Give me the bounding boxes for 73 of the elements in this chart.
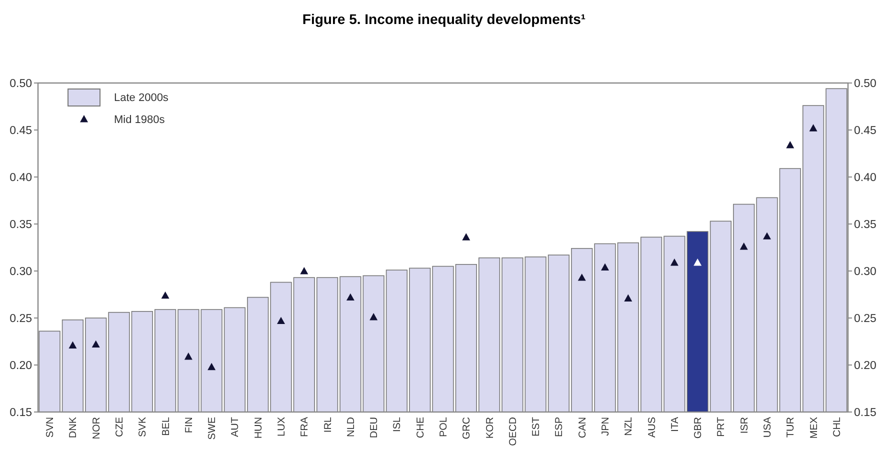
- y2-tick-label: 0.15: [854, 407, 876, 420]
- x-tick-label: ISR: [739, 417, 750, 434]
- point: [346, 293, 354, 301]
- point: [694, 258, 702, 266]
- point: [601, 263, 609, 270]
- point: [277, 316, 285, 324]
- y-tick-label: 0.25: [10, 313, 32, 326]
- x-tick-label: IRL: [322, 416, 334, 433]
- x-tick-label: HUN: [253, 417, 264, 439]
- x-tick-label: POL: [438, 416, 450, 438]
- point: [184, 352, 192, 360]
- y2-tick-label: 0.25: [854, 313, 876, 326]
- x-tick-label: KOR: [484, 417, 496, 439]
- point: [578, 274, 586, 281]
- y-tick-label: 0.45: [10, 125, 32, 138]
- legend-label: Late 2000s: [114, 92, 169, 104]
- point: [161, 291, 170, 299]
- x-tick-label: CHE: [415, 416, 426, 438]
- point: [462, 233, 470, 240]
- point: [763, 232, 771, 240]
- x-tick-label: ESP: [554, 416, 566, 438]
- y2-tick-label: 0.35: [854, 219, 876, 232]
- x-tick-label: EST: [531, 417, 542, 436]
- x-tick-label: NZL: [624, 416, 635, 436]
- point: [670, 258, 678, 266]
- point: [786, 141, 794, 148]
- x-tick-label: AUS: [646, 416, 658, 438]
- point: [300, 267, 308, 274]
- x-tick-label: NOR: [91, 417, 102, 440]
- x-tick-label: GRC: [462, 417, 473, 440]
- y-tick-label: 0.40: [10, 172, 32, 184]
- x-tick-label: TUR: [786, 417, 797, 438]
- y2-tick-label: 0.45: [854, 125, 876, 138]
- y-tick-label: 0.35: [10, 219, 32, 232]
- x-tick-label: ITA: [670, 416, 681, 432]
- y-tick-label: 0.15: [10, 407, 32, 420]
- x-tick-label: MEX: [808, 416, 820, 439]
- x-tick-label: JPN: [600, 417, 612, 436]
- x-tick-label: USA: [762, 416, 774, 438]
- x-tick-label: OECD: [508, 417, 519, 446]
- x-tick-label: SVN: [45, 417, 56, 438]
- x-tick-label: SWE: [207, 416, 218, 440]
- chart-title: Figure 5. Income inequality developments¹: [302, 11, 586, 27]
- x-tick-label: DEU: [369, 417, 380, 438]
- x-tick-label: DNK: [68, 416, 80, 438]
- legend-label: Mid 1980s: [114, 114, 166, 126]
- x-tick-label: PRT: [716, 417, 728, 437]
- x-tick-label: GBR: [693, 417, 704, 439]
- y-tick-label: 0.20: [10, 360, 32, 372]
- point: [370, 313, 378, 320]
- x-tick-label: CZE: [114, 416, 126, 437]
- x-tick-label: ISL: [392, 416, 404, 432]
- y2-tick-label: 0.30: [854, 266, 876, 278]
- point: [624, 294, 632, 302]
- y2-tick-label: 0.20: [854, 360, 876, 372]
- point: [208, 362, 216, 370]
- y-tick-label: 0.50: [10, 78, 32, 90]
- y2-tick-label: 0.40: [854, 172, 876, 184]
- x-tick-label: LUX: [276, 416, 288, 436]
- y2-tick-label: 0.50: [854, 78, 876, 90]
- x-tick-label: SVK: [138, 416, 149, 438]
- x-tick-label: FIN: [184, 417, 195, 434]
- x-tick-label: CHL: [832, 416, 843, 438]
- x-tick-label: FRA: [300, 416, 311, 437]
- x-tick-label: NLD: [346, 417, 357, 438]
- point: [740, 242, 748, 250]
- x-tick-label: BEL: [160, 416, 172, 436]
- x-tick-label: CAN: [577, 417, 588, 438]
- y-tick-label: 0.30: [10, 266, 32, 278]
- x-tick-label: AUT: [230, 417, 242, 437]
- point: [92, 340, 100, 348]
- point: [68, 341, 77, 348]
- point: [809, 124, 818, 132]
